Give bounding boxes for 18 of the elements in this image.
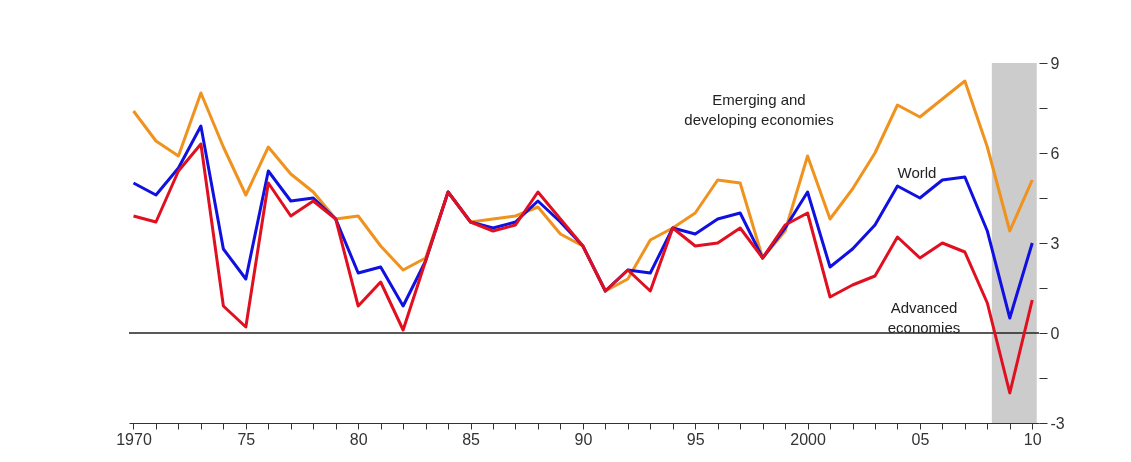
y-tick-label: 9 bbox=[1050, 54, 1060, 72]
line-series bbox=[131, 142, 1034, 395]
y-tick-label: -3 bbox=[1050, 414, 1065, 432]
series-label: Advanced economies bbox=[887, 299, 961, 336]
series-label: World bbox=[897, 164, 937, 181]
x-tick-label: 85 bbox=[462, 430, 481, 448]
x-tick-label: 90 bbox=[574, 430, 593, 448]
x-tick-label: 05 bbox=[911, 430, 930, 448]
y-tick-label: 6 bbox=[1050, 144, 1060, 162]
text: Emerging and developing economies bbox=[684, 91, 834, 128]
x-tick-label: 1970 bbox=[116, 430, 152, 448]
y-tick-label: 3 bbox=[1050, 234, 1060, 252]
x-tick-label: 95 bbox=[686, 430, 705, 448]
x-tick-label: 2000 bbox=[790, 430, 826, 448]
x-tick-label: 10 bbox=[1023, 430, 1042, 448]
x-tick-label: 80 bbox=[349, 430, 368, 448]
y-tick-label: 0 bbox=[1050, 324, 1060, 342]
x-tick-label: 75 bbox=[237, 430, 256, 448]
